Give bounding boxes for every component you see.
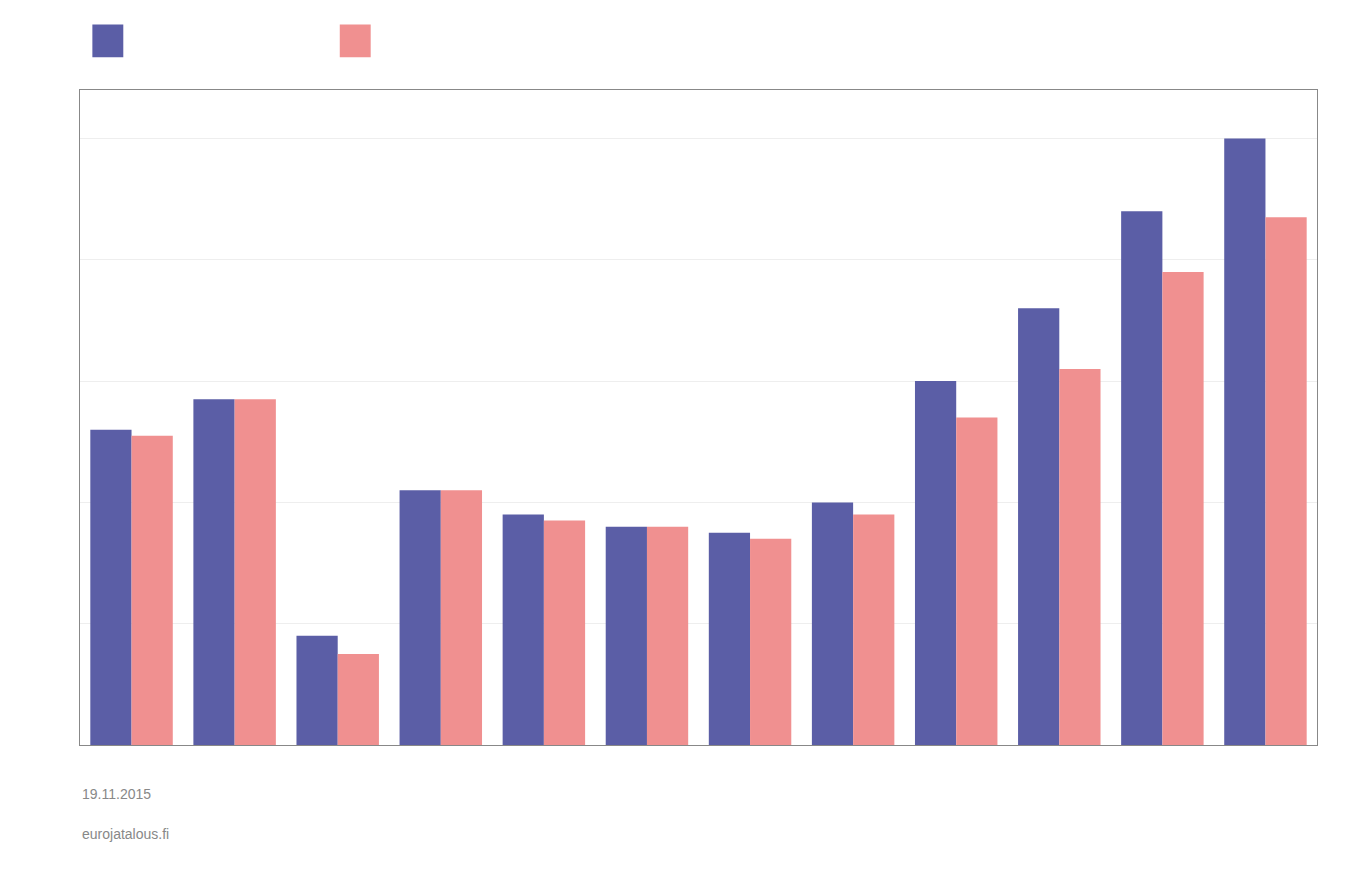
svg-text:eurojatalous.fi: eurojatalous.fi — [82, 826, 169, 842]
svg-text:19.11.2015: 19.11.2015 — [82, 786, 151, 802]
